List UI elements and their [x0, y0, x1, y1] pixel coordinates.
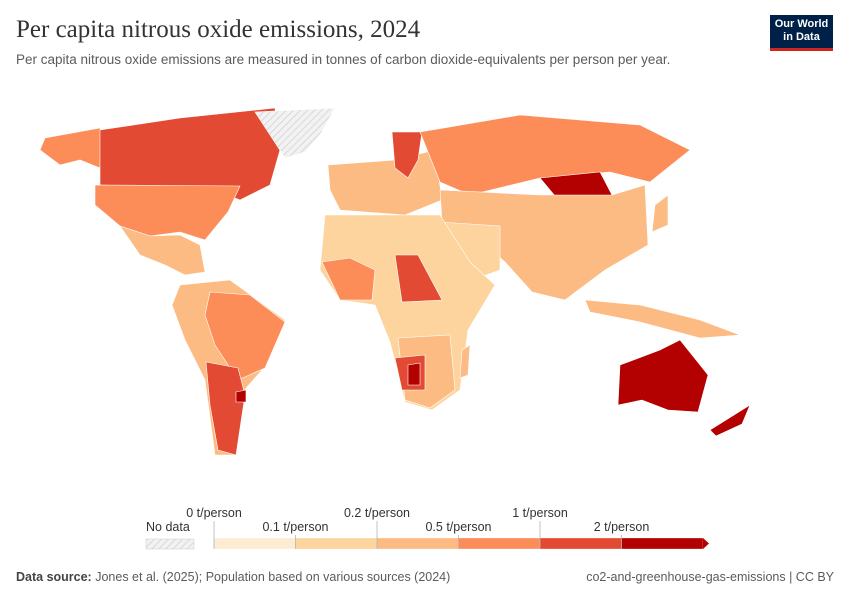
region-chad-sudan[interactable] [394, 254, 443, 303]
legend-arrow [703, 538, 709, 549]
region-indonesia[interactable] [584, 299, 741, 339]
region-japan[interactable] [651, 194, 669, 233]
region-central-america[interactable] [119, 225, 206, 276]
legend-tick-label: 1 t/person [512, 506, 568, 520]
legend-bin[interactable] [539, 537, 622, 550]
footer-license[interactable]: co2-and-greenhouse-gas-emissions | CC BY [586, 570, 834, 584]
region-west-africa[interactable] [321, 257, 376, 301]
legend-tick-label: 0 t/person [186, 506, 242, 520]
region-argentina[interactable] [205, 361, 246, 456]
region-brazil[interactable] [204, 291, 286, 381]
legend-no-data-swatch [145, 538, 195, 550]
legend-bin[interactable] [295, 537, 378, 550]
legend-tick-label: 0.5 t/person [425, 520, 491, 534]
legend-tick-label: 2 t/person [594, 520, 650, 534]
page-title: Per capita nitrous oxide emissions, 2024 [16, 16, 421, 43]
region-usa[interactable] [94, 184, 241, 241]
region-alaska[interactable] [39, 127, 106, 171]
region-russia[interactable] [419, 114, 691, 196]
subtitle: Per capita nitrous oxide emissions are m… [16, 52, 671, 67]
region-scandinavia[interactable] [391, 131, 423, 179]
data-source: Data source: Jones et al. (2025); Popula… [16, 570, 451, 584]
legend-tick-label: 0.1 t/person [262, 520, 328, 534]
legend-bin[interactable] [376, 537, 459, 550]
legend-tick-label: 0.2 t/person [344, 506, 410, 520]
region-botswana[interactable] [407, 362, 421, 386]
legend-bin[interactable] [213, 537, 296, 550]
region-madagascar[interactable] [459, 344, 471, 379]
legend-no-data-label: No data [146, 520, 190, 534]
legend-bin[interactable] [621, 537, 704, 550]
region-uruguay[interactable] [235, 389, 247, 403]
owid-logo[interactable]: Our World in Data [770, 15, 833, 51]
legend-bin[interactable] [458, 537, 541, 550]
legend: No data 0 t/person 0.1 t/person 0.2 t/pers… [145, 506, 709, 550]
region-australia[interactable] [617, 339, 709, 413]
region-europe[interactable] [327, 149, 443, 216]
region-new-zealand[interactable] [709, 404, 751, 437]
region-greenland[interactable] [254, 107, 336, 159]
